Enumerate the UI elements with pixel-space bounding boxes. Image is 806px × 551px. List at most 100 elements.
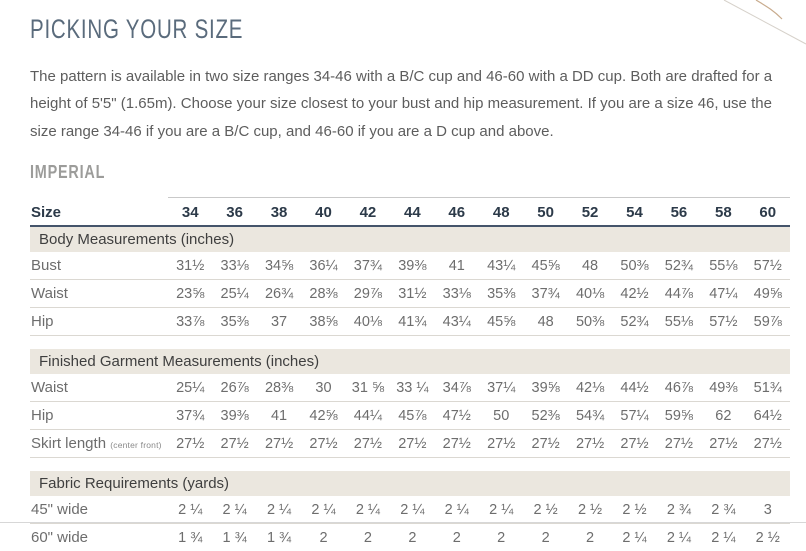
cell-value: 1 ¾ bbox=[222, 529, 247, 546]
cell-value: 37 bbox=[270, 313, 288, 330]
cell-value: 2 ¼ bbox=[444, 501, 469, 518]
cell-value: 43¼ bbox=[442, 313, 471, 330]
cell-value: 44½ bbox=[620, 379, 649, 396]
table-row: Skirt length (center front) 27½ 27½ 27½ 27½ 2… bbox=[30, 430, 790, 459]
cell-value: 41¾ bbox=[398, 313, 427, 330]
cell-value: 59⅞ bbox=[753, 313, 782, 330]
row-label: 60" wide bbox=[31, 529, 89, 547]
size-header-value: 58 bbox=[701, 197, 746, 225]
cell-value: 3 bbox=[763, 501, 772, 518]
cell-value: 47½ bbox=[442, 407, 471, 424]
cell-value: 55⅛ bbox=[709, 257, 738, 274]
cell-value: 27½ bbox=[531, 435, 560, 452]
row-label: Hip bbox=[31, 313, 54, 331]
size-header-value: 52 bbox=[567, 197, 613, 225]
cell-value: 28⅜ bbox=[264, 379, 294, 396]
units-heading: IMPERIAL bbox=[30, 162, 106, 183]
cell-value: 45⅞ bbox=[398, 407, 427, 424]
cell-value: 2 ½ bbox=[577, 501, 603, 518]
cell-value: 1 ¾ bbox=[178, 529, 203, 546]
cell-value: 27½ bbox=[176, 435, 205, 452]
cell-value: 31½ bbox=[398, 285, 427, 302]
cell-value: 2 bbox=[319, 529, 328, 546]
size-header-value: 60 bbox=[745, 197, 790, 225]
cell-value: 37¾ bbox=[531, 285, 560, 302]
cell-value: 23⅝ bbox=[176, 285, 205, 302]
cell-value: 2 ½ bbox=[755, 529, 780, 546]
cell-value: 38⅝ bbox=[309, 313, 338, 330]
cell-value: 57½ bbox=[709, 313, 738, 330]
cell-value: 27½ bbox=[620, 435, 649, 452]
size-header-value: 54 bbox=[612, 197, 657, 225]
row-label: Waist bbox=[31, 379, 68, 397]
size-header-value: 40 bbox=[301, 197, 346, 225]
cell-value: 31 ⅝ bbox=[351, 379, 385, 396]
cell-value: 57½ bbox=[753, 257, 782, 274]
cell-value: 27½ bbox=[398, 435, 427, 452]
cell-value: 2 bbox=[363, 529, 372, 546]
cell-value: 39⅝ bbox=[531, 379, 560, 396]
cell-value: 36¼ bbox=[309, 257, 338, 274]
size-header-value: 50 bbox=[523, 197, 568, 225]
cell-value: 50⅜ bbox=[620, 257, 649, 274]
cell-value: 27½ bbox=[664, 435, 694, 452]
cell-value: 42⅛ bbox=[575, 379, 605, 396]
cell-value: 62 bbox=[715, 407, 732, 424]
row-label-note: (center front) bbox=[110, 440, 162, 451]
cell-value: 2 ¾ bbox=[711, 501, 736, 518]
cell-value: 59⅝ bbox=[664, 407, 694, 424]
cell-value: 2 ¼ bbox=[311, 501, 336, 518]
cell-value: 48 bbox=[581, 257, 599, 274]
cell-value: 1 ¾ bbox=[266, 529, 292, 546]
size-header-value: 42 bbox=[345, 197, 391, 225]
cell-value: 26⅞ bbox=[220, 379, 249, 396]
cell-value: 39⅜ bbox=[398, 257, 427, 274]
cell-value: 46⅞ bbox=[664, 379, 694, 396]
size-header-value: 38 bbox=[256, 197, 302, 225]
size-header-value: 56 bbox=[656, 197, 702, 225]
cell-value: 2 ¼ bbox=[666, 529, 692, 546]
cell-value: 2 ¾ bbox=[666, 501, 692, 518]
cell-value: 29⅞ bbox=[353, 285, 383, 302]
size-table: Size 34 36 38 40 42 44 46 48 50 52 54 56 58 60 Body Me… bbox=[30, 197, 790, 551]
cell-value: 27½ bbox=[220, 435, 249, 452]
cell-value: 2 ½ bbox=[622, 501, 647, 518]
cell-value: 27½ bbox=[353, 435, 383, 452]
cell-value: 27½ bbox=[753, 435, 782, 452]
size-header-value: 46 bbox=[434, 197, 479, 225]
row-label: Hip bbox=[31, 407, 54, 425]
cell-value: 2 ¼ bbox=[178, 501, 203, 518]
cell-value: 2 ¼ bbox=[266, 501, 292, 518]
page-title: PICKING YOUR SIZE bbox=[30, 14, 244, 44]
cell-value: 49⅝ bbox=[753, 285, 782, 302]
cell-value: 64½ bbox=[753, 407, 782, 424]
cell-value: 2 ¼ bbox=[622, 529, 647, 546]
cell-value: 51¾ bbox=[753, 379, 782, 396]
cell-value: 57¼ bbox=[620, 407, 649, 424]
bottom-page-divider bbox=[0, 522, 806, 523]
table-row: Hip 33⅞ 35⅜ 37 38⅝ 40⅛ 41¾ 43¼ 45⅝ 48 50⅜ 52¾ 55⅛ 57½… bbox=[30, 308, 790, 337]
cell-value: 39⅜ bbox=[220, 407, 249, 424]
cell-value: 30 bbox=[315, 379, 332, 396]
cell-value: 28⅜ bbox=[309, 285, 338, 302]
cell-value: 33⅛ bbox=[220, 257, 249, 274]
cell-value: 44¼ bbox=[353, 407, 383, 424]
size-header-value: 34 bbox=[168, 197, 213, 225]
table-row: 60" wide 1 ¾ 1 ¾ 1 ¾ 2 2 2 2 2 2 2 2 ¼ 2 ¼ 2 ¼ 2 ½ bbox=[30, 524, 790, 551]
table-header-row: Size 34 36 38 40 42 44 46 48 50 52 54 56 58 60 bbox=[30, 197, 790, 228]
cell-value: 2 ½ bbox=[533, 501, 558, 518]
cell-value: 27½ bbox=[442, 435, 471, 452]
cell-value: 34⅞ bbox=[442, 379, 471, 396]
row-label: Bust bbox=[31, 257, 62, 275]
cell-value: 42½ bbox=[620, 285, 649, 302]
cell-value: 2 ¼ bbox=[489, 501, 514, 518]
cell-value: 2 bbox=[586, 529, 595, 546]
cell-value: 50 bbox=[493, 407, 510, 424]
cell-value: 54¾ bbox=[575, 407, 605, 424]
cell-value: 2 bbox=[452, 529, 461, 546]
cell-value: 44⅞ bbox=[664, 285, 694, 302]
cell-value: 27½ bbox=[575, 435, 605, 452]
size-column-header: Size bbox=[31, 203, 62, 221]
size-header-value: 36 bbox=[212, 197, 257, 225]
table-body: Body Measurements (inches) Bust 31½ 33⅛ 34⅝ 3… bbox=[30, 227, 790, 551]
